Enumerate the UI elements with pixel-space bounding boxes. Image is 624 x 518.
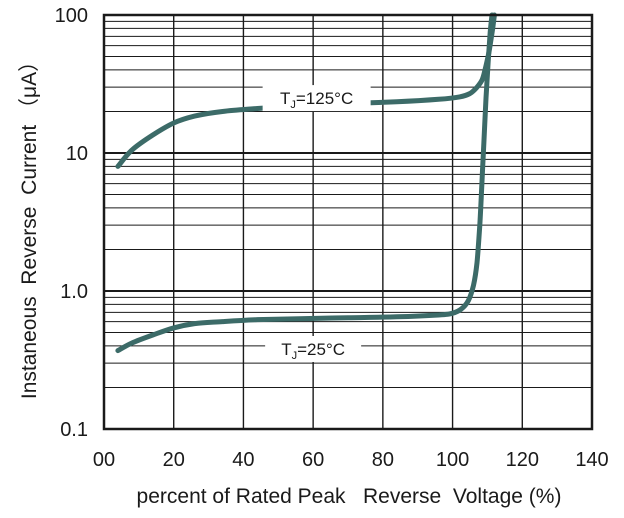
series-label-bg	[265, 335, 362, 362]
x-tick-label: 80	[372, 449, 394, 471]
y-tick-label: 1.0	[60, 281, 88, 303]
y-axis-title: Instaneous Reverse Current （μA）	[18, 51, 41, 399]
plot-frame	[102, 13, 594, 431]
y-tick-label: 10	[66, 143, 88, 165]
x-tick-label: 40	[232, 449, 254, 471]
series-label: TJ=25°C	[281, 340, 345, 362]
x-tick-label: 100	[436, 449, 469, 471]
x-tick-label: 140	[575, 449, 608, 471]
series-label-bg	[262, 85, 371, 112]
labels: 00 20 40 60 80 100 120 140 100 10 1.0 0.1 TJ=125°C TJ…	[55, 5, 609, 471]
x-tick-label: 120	[506, 449, 539, 471]
grid	[104, 14, 592, 430]
y-tick-label: 100	[55, 5, 88, 27]
x-axis-title: percent of Rated Peak Reverse Voltage (%…	[137, 485, 562, 508]
x-tick-label: 20	[163, 449, 185, 471]
plot-border	[102, 13, 594, 431]
series-curves	[115, 12, 497, 354]
y-tick-label: 0.1	[60, 419, 88, 441]
series-label: TJ=125°C	[280, 89, 353, 111]
x-tick-label: 00	[93, 449, 115, 471]
series-curve	[115, 12, 495, 354]
x-tick-label: 60	[302, 449, 324, 471]
